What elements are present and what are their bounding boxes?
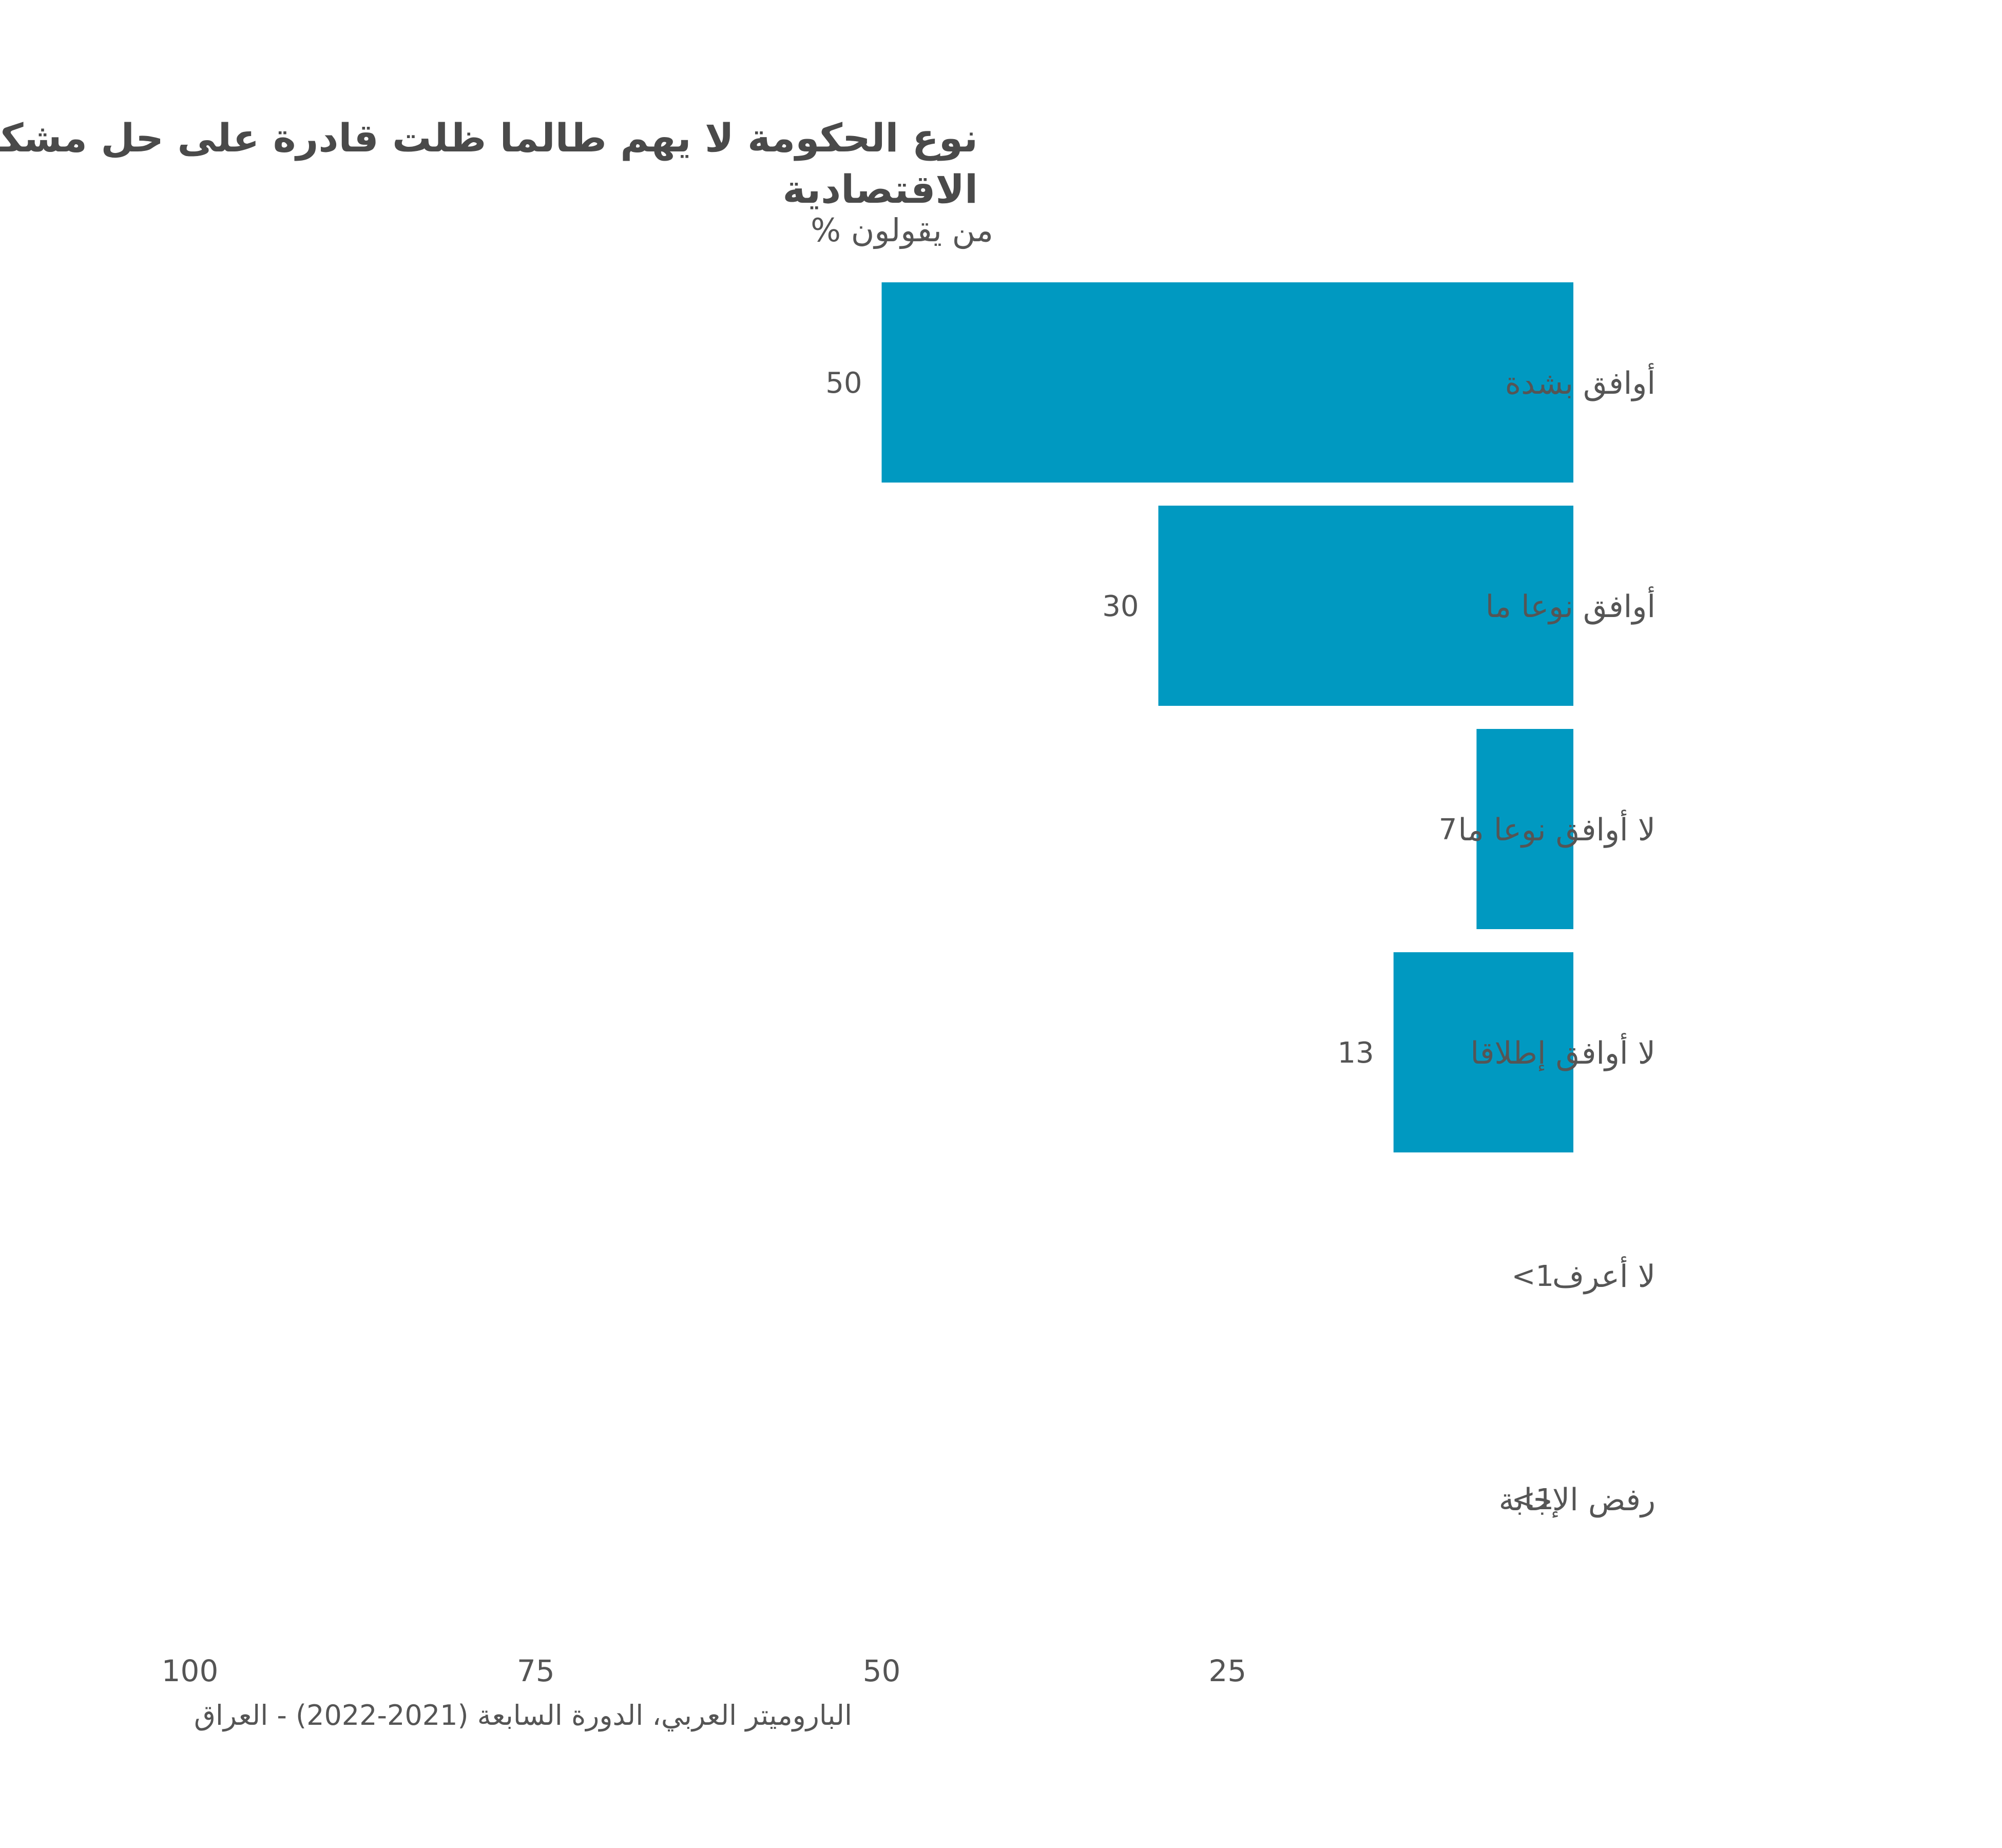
bars-group xyxy=(881,282,1573,1152)
x-axis-ticks: 100 75 50 25 xyxy=(162,1653,1247,1688)
category-label-1: أوافق نوعا ما xyxy=(1486,586,1656,625)
x-tick-1: 75 xyxy=(517,1653,555,1688)
x-tick-2: 50 xyxy=(863,1653,901,1688)
value-label-3: 13 xyxy=(1337,1036,1374,1070)
category-label-4: لا أعرف xyxy=(1552,1256,1656,1295)
bar-0 xyxy=(881,282,1573,483)
value-label-0: 50 xyxy=(825,367,862,400)
value-label-4: <1 xyxy=(1511,1260,1554,1293)
category-label-5: رفض الإجابة xyxy=(1499,1482,1656,1518)
value-label-5: <1 xyxy=(1511,1483,1554,1516)
category-label-2: لا أوافق نوعا ما xyxy=(1458,810,1656,848)
value-labels-group: 50 30 7 13 <1 <1 xyxy=(825,367,1554,1516)
category-labels-group: أوافق بشدة أوافق نوعا ما لا أوافق نوعا ما ل… xyxy=(1458,363,1656,1518)
bar-3 xyxy=(1393,952,1573,1152)
value-label-2: 7 xyxy=(1439,813,1457,846)
bar-2 xyxy=(1476,729,1573,929)
chart-title-line-2: الاقتصادية xyxy=(783,166,978,212)
value-label-1: 30 xyxy=(1102,590,1139,623)
category-label-3: لا أوافق إطلاقا xyxy=(1470,1033,1656,1071)
category-label-0: أوافق بشدة xyxy=(1505,363,1656,401)
bar-1 xyxy=(1158,506,1573,706)
chart-title-line-1: نوع الحكومة لا يهم طالما ظلت قادرة على ح… xyxy=(0,115,978,161)
x-tick-3: 25 xyxy=(1208,1653,1246,1688)
chart-subtitle: % من يقولون xyxy=(811,211,993,249)
source-note: الباروميتر العربي، الدورة السابعة (2021-… xyxy=(194,1699,852,1731)
x-tick-0: 100 xyxy=(162,1653,219,1688)
